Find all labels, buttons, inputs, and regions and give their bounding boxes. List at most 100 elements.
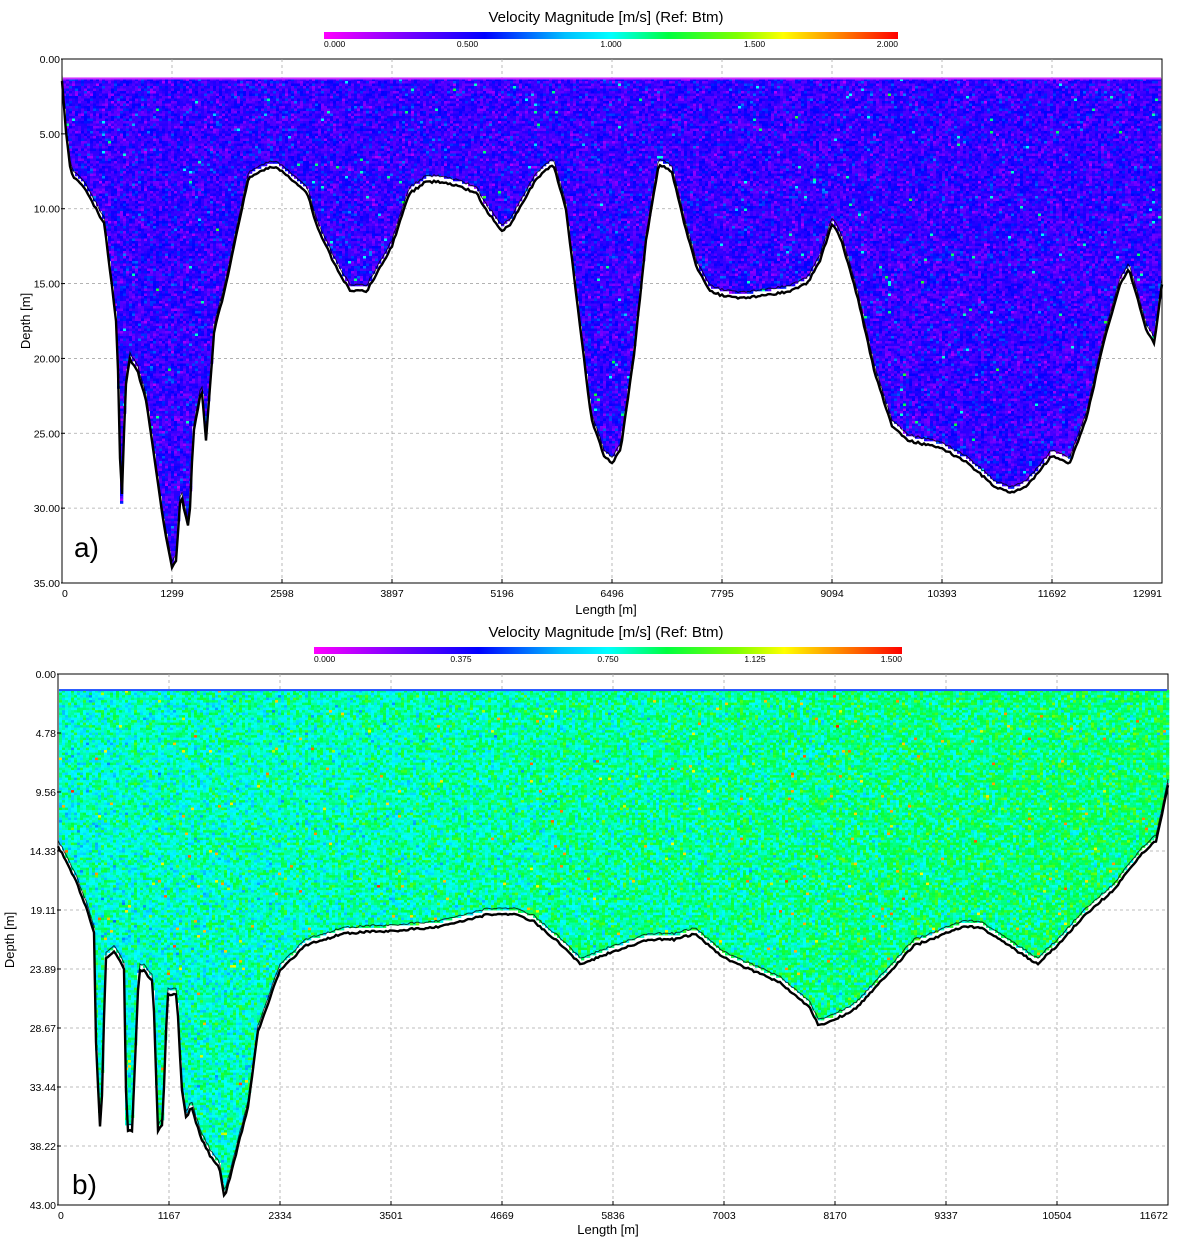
velocity-cell	[129, 206, 132, 209]
velocity-cell	[96, 136, 99, 139]
velocity-cell	[84, 121, 87, 124]
velocity-cell	[81, 99, 84, 102]
velocity-cell	[96, 199, 99, 202]
velocity-cell	[129, 199, 132, 202]
velocity-cell	[117, 246, 120, 249]
velocity-cell	[99, 161, 102, 164]
velocity-cell	[93, 136, 96, 139]
velocity-cell	[129, 296, 132, 299]
velocity-cell	[120, 256, 123, 259]
velocity-cell	[129, 289, 132, 292]
velocity-cell	[111, 229, 114, 232]
velocity-cell	[111, 251, 114, 254]
velocity-cell	[117, 176, 120, 179]
velocity-cell	[87, 91, 90, 94]
velocity-cell	[102, 154, 105, 157]
velocity-cell	[126, 159, 129, 162]
velocity-cell	[99, 174, 102, 177]
velocity-cell	[114, 149, 117, 152]
velocity-cell	[120, 156, 123, 159]
velocity-cell	[123, 99, 126, 102]
velocity-cell	[90, 154, 93, 157]
velocity-cell	[93, 171, 96, 174]
velocity-cell	[129, 324, 132, 327]
velocity-cell	[105, 91, 108, 94]
velocity-cell	[78, 104, 81, 107]
velocity-cell	[129, 134, 132, 137]
velocity-cell	[129, 104, 132, 107]
velocity-cell	[108, 166, 111, 169]
velocity-cell	[78, 99, 81, 102]
velocity-cell	[111, 176, 114, 179]
velocity-cell	[123, 244, 126, 247]
velocity-cell	[132, 256, 135, 259]
velocity-cell	[90, 94, 93, 97]
velocity-cell	[120, 391, 123, 394]
velocity-cell	[75, 131, 78, 134]
velocity-cell	[108, 106, 111, 109]
velocity-cell	[126, 179, 129, 182]
velocity-cell	[96, 181, 99, 184]
velocity-cell	[129, 194, 132, 197]
velocity-cell	[129, 184, 132, 187]
velocity-cell	[84, 156, 87, 159]
velocity-cell	[108, 129, 111, 132]
velocity-cell	[87, 116, 90, 119]
velocity-cell	[75, 151, 78, 154]
velocity-cell	[99, 196, 102, 199]
velocity-cell	[123, 226, 126, 229]
colorbar-title: Velocity Magnitude [m/s] (Ref: Btm)	[488, 9, 723, 26]
velocity-cell	[96, 101, 99, 104]
velocity-cell	[114, 256, 117, 259]
velocity-cell	[120, 266, 123, 269]
velocity-cell	[78, 126, 81, 129]
velocity-cell	[129, 179, 132, 182]
velocity-cell	[126, 276, 129, 279]
velocity-cell	[90, 184, 93, 187]
velocity-cell	[75, 164, 78, 167]
velocity-cell	[72, 141, 75, 144]
velocity-cell	[126, 189, 129, 192]
velocity-cell	[102, 121, 105, 124]
velocity-cell	[93, 149, 96, 152]
velocity-cell	[120, 326, 123, 329]
velocity-cell	[132, 241, 135, 244]
velocity-cell	[90, 106, 93, 109]
velocity-cell	[114, 294, 117, 297]
velocity-cell	[105, 176, 108, 179]
velocity-cell	[114, 176, 117, 179]
velocity-cell	[84, 134, 87, 137]
velocity-cell	[81, 104, 84, 107]
velocity-cell	[114, 159, 117, 162]
velocity-cell	[87, 111, 90, 114]
velocity-cell	[87, 94, 90, 97]
velocity-cell	[99, 159, 102, 162]
velocity-cell	[102, 81, 105, 84]
velocity-cell	[120, 364, 123, 367]
velocity-cell	[126, 341, 129, 344]
velocity-cell	[84, 144, 87, 147]
velocity-cell	[120, 136, 123, 139]
velocity-cell	[81, 86, 84, 89]
velocity-cell	[126, 134, 129, 137]
velocity-cell	[93, 111, 96, 114]
velocity-cell	[90, 111, 93, 114]
velocity-cell	[102, 174, 105, 177]
velocity-cell	[126, 161, 129, 164]
velocity-cell	[90, 156, 93, 159]
velocity-cell	[123, 251, 126, 254]
velocity-cell	[87, 176, 90, 179]
velocity-cell	[78, 119, 81, 122]
velocity-cell	[123, 89, 126, 92]
velocity-cell	[69, 104, 72, 107]
velocity-cell	[111, 221, 114, 224]
velocity-cell	[120, 116, 123, 119]
velocity-cell	[117, 311, 120, 314]
velocity-cell	[111, 199, 114, 202]
velocity-cell	[120, 211, 123, 214]
velocity-cell	[120, 284, 123, 287]
velocity-cell	[72, 121, 75, 124]
velocity-cell	[126, 129, 129, 132]
velocity-cell	[96, 94, 99, 97]
velocity-cell	[126, 169, 129, 172]
